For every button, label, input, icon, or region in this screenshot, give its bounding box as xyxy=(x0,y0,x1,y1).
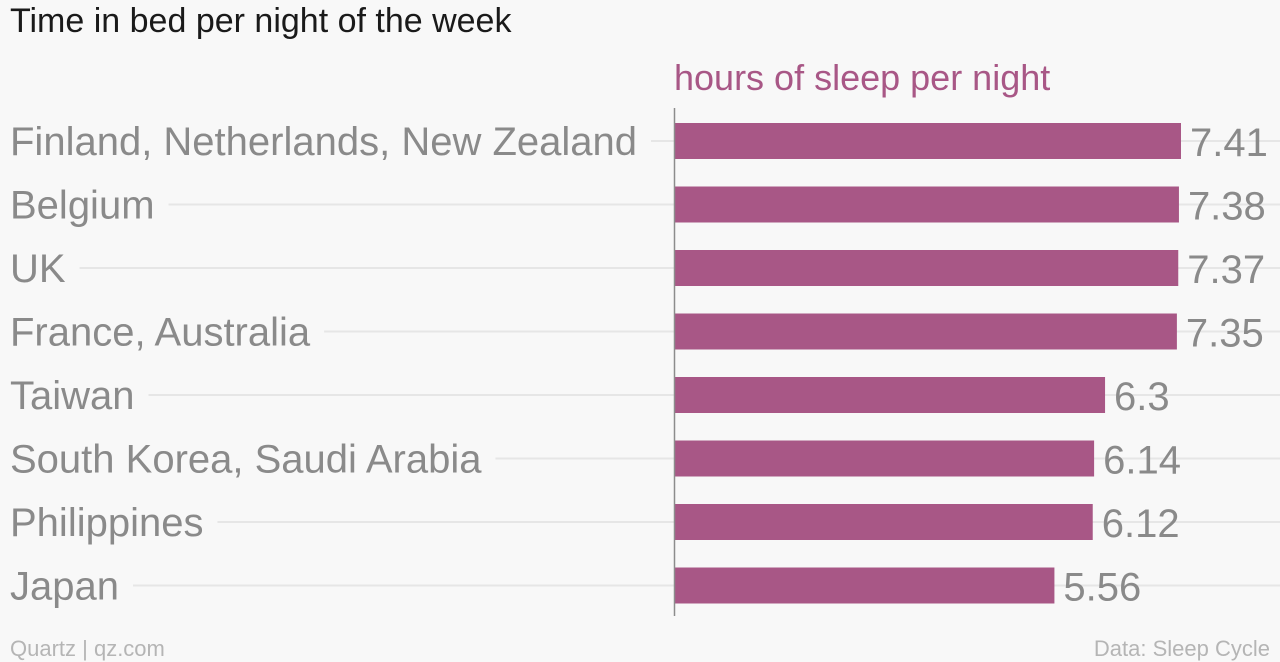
value-label: 7.35 xyxy=(1186,312,1264,356)
bar xyxy=(674,186,1179,223)
value-label: 7.41 xyxy=(1190,121,1268,165)
chart-title: Time in bed per night of the week xyxy=(10,2,512,40)
value-labels: 7.41 7.38 7.37 7.35 6.3 6.14 6.12 5.56 xyxy=(1063,121,1267,610)
value-label: 6.12 xyxy=(1102,502,1180,546)
category-label: Belgium xyxy=(10,184,155,228)
value-label: 6.14 xyxy=(1103,439,1181,483)
category-label: South Korea, Saudi Arabia xyxy=(10,438,482,482)
category-label: Finland, Netherlands, New Zealand xyxy=(10,120,637,164)
value-label: 7.37 xyxy=(1187,248,1265,292)
bar xyxy=(674,313,1177,350)
category-label: Philippines xyxy=(10,501,203,545)
bar xyxy=(674,377,1106,413)
value-label: 7.38 xyxy=(1188,185,1266,229)
category-label: Taiwan xyxy=(10,374,135,418)
bar xyxy=(674,440,1095,477)
category-labels: Finland, Netherlands, New Zealand Belgium… xyxy=(10,120,637,609)
category-label: Japan xyxy=(10,565,119,609)
category-label: France, Australia xyxy=(10,311,311,355)
series-label: hours of sleep per night xyxy=(674,57,1050,98)
footer-source-right: Data: Sleep Cycle xyxy=(1094,636,1270,661)
category-label: UK xyxy=(10,247,66,291)
bar xyxy=(674,123,1181,159)
value-label: 5.56 xyxy=(1063,566,1141,610)
bars xyxy=(674,123,1181,604)
bar xyxy=(674,567,1055,604)
footer-source-left: Quartz | qz.com xyxy=(10,636,165,661)
bar xyxy=(674,250,1179,286)
value-label: 6.3 xyxy=(1114,375,1170,419)
bar xyxy=(674,504,1093,540)
